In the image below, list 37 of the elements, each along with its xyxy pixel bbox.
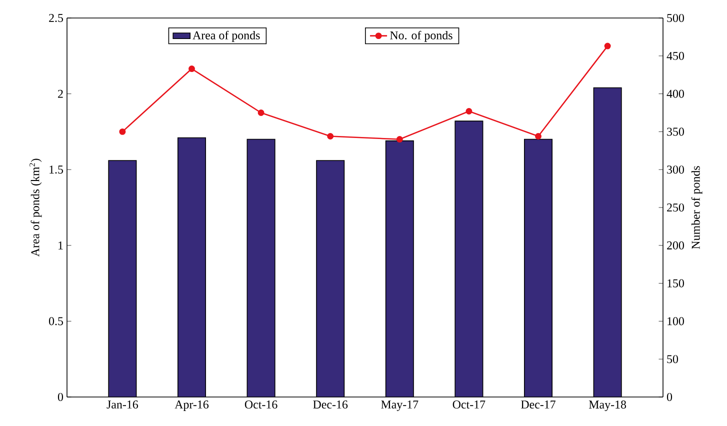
y-tick-label: 2 [58,90,63,98]
y2-tick-label: 0 [666,392,672,402]
x-tick-label: Oct-17 [452,400,486,409]
y2-tick-label: 150 [668,279,684,288]
point [327,133,334,140]
y-axis-title: Area of ponds (km$^{2}$) [30,158,42,257]
y2-tick-label: 350 [667,128,684,136]
x-tick-label: Jan-16 [106,400,138,409]
y2-tick-label: 400 [666,90,684,98]
point [396,136,403,143]
y-tick-label: 2.5 [49,14,64,22]
legend-label: No. of ponds [390,30,452,42]
y2-tick-label: 450 [666,52,684,60]
point [535,133,542,140]
point [119,128,126,135]
y2-axis-title: Number of ponds [691,166,702,249]
y-tick-label: 1.5 [50,166,64,174]
y2-tick-label: 50 [667,355,678,364]
point [466,108,472,114]
y-tick-label: 0.5 [48,317,64,326]
y2-tick-label: 500 [667,14,684,22]
y2-tick-label: 300 [667,166,684,174]
x-tick-label: May-17 [381,400,418,411]
y-tick-label: 1 [58,241,63,250]
x-tick-label: Apr-16 [174,400,209,411]
x-tick-label: May-18 [588,400,626,412]
y2-tick-label: 100 [668,317,684,326]
x-tick-label: Dec-17 [521,400,556,409]
point [604,42,611,50]
legend-label: Area of ponds [192,30,260,42]
point [188,66,195,72]
y-tick-label: 0 [58,392,64,402]
y2-tick-label: 200 [667,241,684,250]
x-tick-label: Dec-16 [313,400,348,409]
point [258,110,264,116]
x-tick-label: Oct-16 [244,400,278,409]
y2-tick-label: 250 [667,203,684,212]
